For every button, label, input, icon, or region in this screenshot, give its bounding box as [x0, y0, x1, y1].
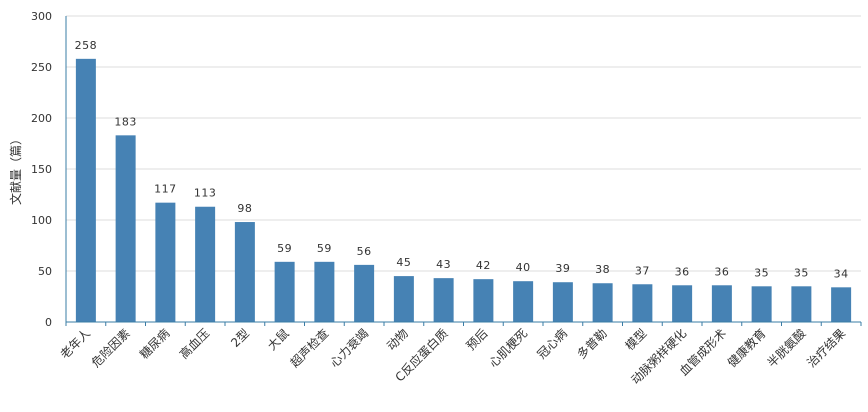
bar — [155, 202, 176, 322]
data-label: 59 — [277, 242, 292, 255]
category-label: 模型 — [623, 326, 650, 353]
y-tick-label: 100 — [31, 214, 52, 227]
bar — [75, 58, 96, 323]
category-label: 心力衰竭 — [327, 326, 372, 371]
data-label: 39 — [555, 262, 570, 275]
bar — [592, 283, 613, 322]
data-label: 45 — [396, 256, 411, 269]
y-tick-label: 300 — [31, 10, 52, 23]
bar — [393, 276, 414, 322]
y-tick-label: 200 — [31, 112, 52, 125]
bar — [354, 264, 375, 322]
bars — [75, 58, 852, 323]
data-label: 42 — [476, 259, 491, 272]
bar — [791, 286, 812, 322]
data-label: 37 — [635, 264, 650, 277]
category-labels: 老年人危险因素 糖尿病 高血压 2型 大鼠超声检查心力衰竭 动物C反应蛋白质 预后心肌梗死冠… — [58, 326, 849, 388]
data-label: 35 — [794, 266, 809, 279]
bar — [234, 222, 255, 322]
bar — [711, 285, 732, 322]
data-label: 36 — [675, 265, 690, 278]
bar — [473, 279, 494, 322]
y-axis-title: 文献量（篇） — [8, 133, 23, 205]
category-label: 大鼠 — [265, 326, 292, 353]
category-label: 健康教育 — [724, 326, 769, 371]
category-label: 动物 — [384, 326, 411, 353]
bar — [632, 284, 653, 322]
y-axis-ticks: 0 50 100 150 200 250 300 — [31, 10, 52, 329]
data-label: 36 — [714, 265, 729, 278]
bar — [115, 135, 136, 322]
category-label: 危险因素 — [88, 326, 133, 371]
y-tick-label: 0 — [45, 316, 52, 329]
data-label: 35 — [754, 266, 769, 279]
data-label: 113 — [194, 187, 217, 200]
category-label: 老年人 — [58, 326, 93, 361]
data-label: 98 — [237, 202, 252, 215]
bar — [751, 286, 772, 322]
bar — [314, 261, 335, 322]
bar — [513, 281, 534, 322]
data-label: 59 — [317, 242, 332, 255]
bar — [831, 287, 852, 322]
data-label: 183 — [114, 115, 137, 128]
category-label: 心肌梗死 — [486, 326, 531, 371]
category-label: 预后 — [464, 326, 491, 353]
data-label: 40 — [516, 261, 531, 274]
category-label: 高血压 — [176, 326, 212, 362]
category-label: 半胱氨酸 — [764, 326, 809, 371]
data-label: 258 — [75, 39, 98, 52]
category-label: 治疗结果 — [804, 326, 848, 370]
data-label: 117 — [154, 183, 177, 196]
category-label: 超声检查 — [287, 326, 332, 371]
bar — [672, 285, 693, 322]
y-tick-label: 150 — [31, 163, 52, 176]
bar — [274, 261, 295, 322]
category-label: 2型 — [228, 326, 252, 350]
category-label: 冠心病 — [534, 326, 570, 362]
category-label: 多普勒 — [574, 326, 609, 361]
data-labels: 258 183 117 113 98 59 59 56 45 43 42 40 39 38 37 36 36 35… — [75, 39, 849, 280]
grid-lines — [66, 15, 861, 272]
category-label: 糖尿病 — [136, 326, 172, 362]
bar — [552, 282, 573, 322]
data-label: 56 — [357, 245, 372, 258]
y-tick-label: 250 — [31, 61, 52, 74]
y-tick-label: 50 — [38, 265, 52, 278]
bar — [195, 206, 216, 322]
axes — [65, 16, 862, 326]
data-label: 43 — [436, 258, 451, 271]
data-label: 38 — [595, 263, 610, 276]
data-label: 34 — [834, 267, 849, 280]
bar — [433, 278, 454, 322]
